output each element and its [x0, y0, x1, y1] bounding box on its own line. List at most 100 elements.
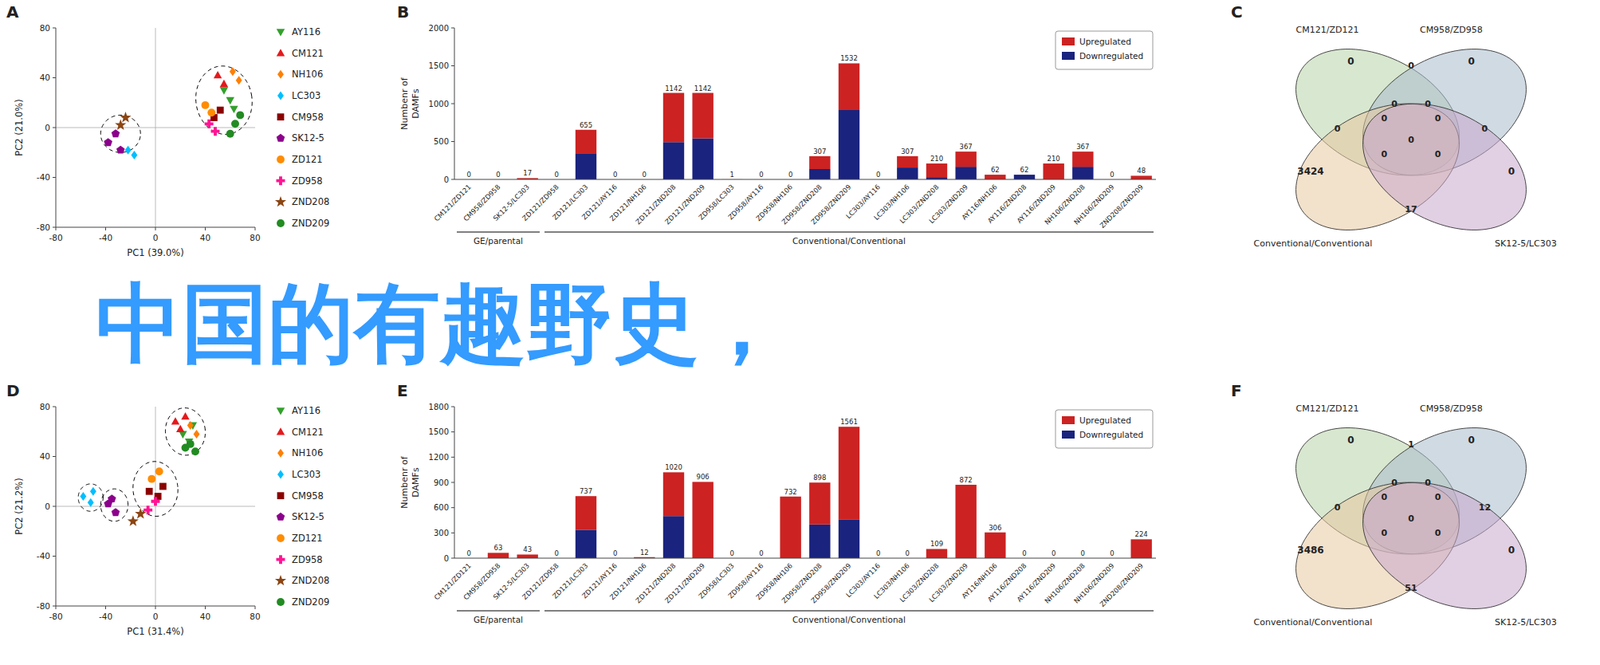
- bar-segment: [1014, 174, 1035, 176]
- data-label: 0: [554, 549, 559, 558]
- legend-swatch: [276, 407, 285, 415]
- legend-label: LC303: [291, 90, 321, 102]
- y-axis-label: PC2 (21.0%): [13, 98, 25, 156]
- y-tick: [451, 558, 455, 559]
- legend: AY116CM121NH106LC303CM958SK12-5ZD121ZD95…: [275, 404, 330, 608]
- venn-set-label: SK12-5/LC303: [1494, 238, 1557, 249]
- legend: UpregulatedDownregulated: [1055, 409, 1153, 449]
- x-tick: [55, 605, 57, 610]
- bar-segment: [809, 169, 830, 180]
- data-label: 0: [613, 549, 618, 558]
- scatter-point: [145, 487, 154, 496]
- venn-count: 0: [1407, 134, 1415, 146]
- venn-count: 3486: [1297, 544, 1324, 556]
- y-tick-label: 80: [39, 23, 51, 33]
- venn-count: 0: [1434, 527, 1442, 539]
- scatter-point: [220, 79, 229, 87]
- y-tick-label: 0: [444, 175, 449, 185]
- venn-count: 3424: [1297, 165, 1324, 177]
- group-bracket: [544, 231, 1154, 233]
- group-ellipse: [133, 461, 178, 517]
- scatter-point: [226, 97, 235, 105]
- legend-label: CM958: [291, 490, 324, 502]
- bar-segment: [691, 481, 713, 559]
- bar-segment: [663, 93, 685, 143]
- legend-swatch: [1061, 430, 1075, 439]
- x-tick-label: ZND208/ZND209: [1098, 182, 1146, 230]
- data-label: 43: [522, 545, 532, 554]
- data-label: 898: [813, 473, 826, 482]
- data-label: 737: [579, 487, 593, 496]
- plot-area: [487, 426, 1152, 559]
- panel-label: E: [397, 381, 409, 401]
- data-label: 224: [1135, 530, 1148, 539]
- legend: AY116CM121NH106LC303CM958SK12-5ZD121ZD95…: [275, 26, 330, 229]
- data-label: 0: [876, 549, 881, 558]
- scatter-point: [191, 447, 200, 456]
- data-label: 48: [1136, 166, 1146, 175]
- y-tick-label: 600: [433, 503, 449, 512]
- venn-count: 0: [1391, 477, 1398, 488]
- scatter-point: [235, 75, 243, 85]
- bar-segment: [926, 548, 948, 559]
- venn-set-label: CM121/ZD121: [1296, 403, 1360, 414]
- data-label: 0: [613, 170, 618, 179]
- y-axis-label-line: DAMFs: [410, 467, 421, 498]
- legend-label: NH106: [291, 68, 323, 80]
- scatter-point: [155, 467, 164, 476]
- scatter-point: [229, 106, 238, 114]
- data-label: 0: [1109, 549, 1114, 558]
- y-tick-label: 1500: [428, 427, 449, 437]
- scatter-panel: D-80-4004080-80-4004080PC1 (31.4%)PC2 (2…: [6, 381, 330, 637]
- y-tick: [52, 406, 56, 408]
- x-tick: [255, 605, 256, 610]
- legend-swatch: [276, 534, 285, 543]
- group-bracket: [544, 610, 1154, 612]
- scatter-point: [186, 440, 195, 449]
- scatter-point: [87, 498, 95, 508]
- y-tick-label: 1500: [428, 61, 449, 71]
- legend-box: [1055, 31, 1153, 70]
- x-tick-label: 80: [249, 611, 260, 622]
- data-label: 1561: [840, 417, 858, 426]
- venn-count: 0: [1381, 149, 1388, 160]
- venn-count: 0: [1467, 434, 1475, 446]
- data-label: 367: [1076, 142, 1089, 151]
- legend-swatch: [276, 554, 286, 564]
- x-tick: [155, 227, 157, 231]
- data-label: 0: [758, 549, 763, 558]
- scatter-point: [229, 66, 236, 76]
- bar-segment: [575, 495, 597, 530]
- y-axis-label-line: DAMFs: [410, 88, 421, 119]
- data-label: 0: [642, 170, 647, 179]
- legend-swatch: [1061, 37, 1075, 46]
- x-axis-label: PC1 (39.0%): [126, 247, 184, 259]
- legend: UpregulatedDownregulated: [1055, 31, 1153, 70]
- bar-segment: [575, 153, 597, 180]
- y-tick-label: 1800: [428, 402, 449, 412]
- data-label: 63: [494, 543, 504, 552]
- legend-label: LC303: [291, 468, 321, 480]
- zero-line: [155, 406, 157, 606]
- data-label: 62: [990, 165, 1000, 174]
- legend-label: ZND209: [291, 217, 330, 229]
- legend-label: ZND208: [291, 196, 330, 208]
- y-tick-label: 900: [433, 478, 449, 488]
- legend-swatch: [276, 597, 285, 606]
- scatter-point: [147, 475, 156, 484]
- y-axis-label-line: Numbenr of: [399, 455, 410, 508]
- y-tick-label: 0: [44, 501, 51, 512]
- legend-label: ZND209: [291, 596, 330, 608]
- data-label: 0: [554, 170, 559, 179]
- bar-segment: [838, 62, 860, 111]
- legend-swatch: [276, 28, 285, 36]
- legend-swatch: [276, 176, 286, 185]
- plot-area: [516, 62, 1152, 180]
- scatter-point: [111, 507, 120, 516]
- legend-swatch: [277, 91, 284, 101]
- legend-swatch: [276, 133, 285, 142]
- bar-panel: E0300600900120015001800Numbenr ofDAMFsCM…: [397, 381, 1156, 625]
- bar-panel: B0500100015002000Numbenr ofDAMFsCM121/ZD…: [397, 2, 1156, 246]
- venn-count: 0: [1508, 165, 1515, 177]
- y-tick-label: 40: [39, 72, 51, 83]
